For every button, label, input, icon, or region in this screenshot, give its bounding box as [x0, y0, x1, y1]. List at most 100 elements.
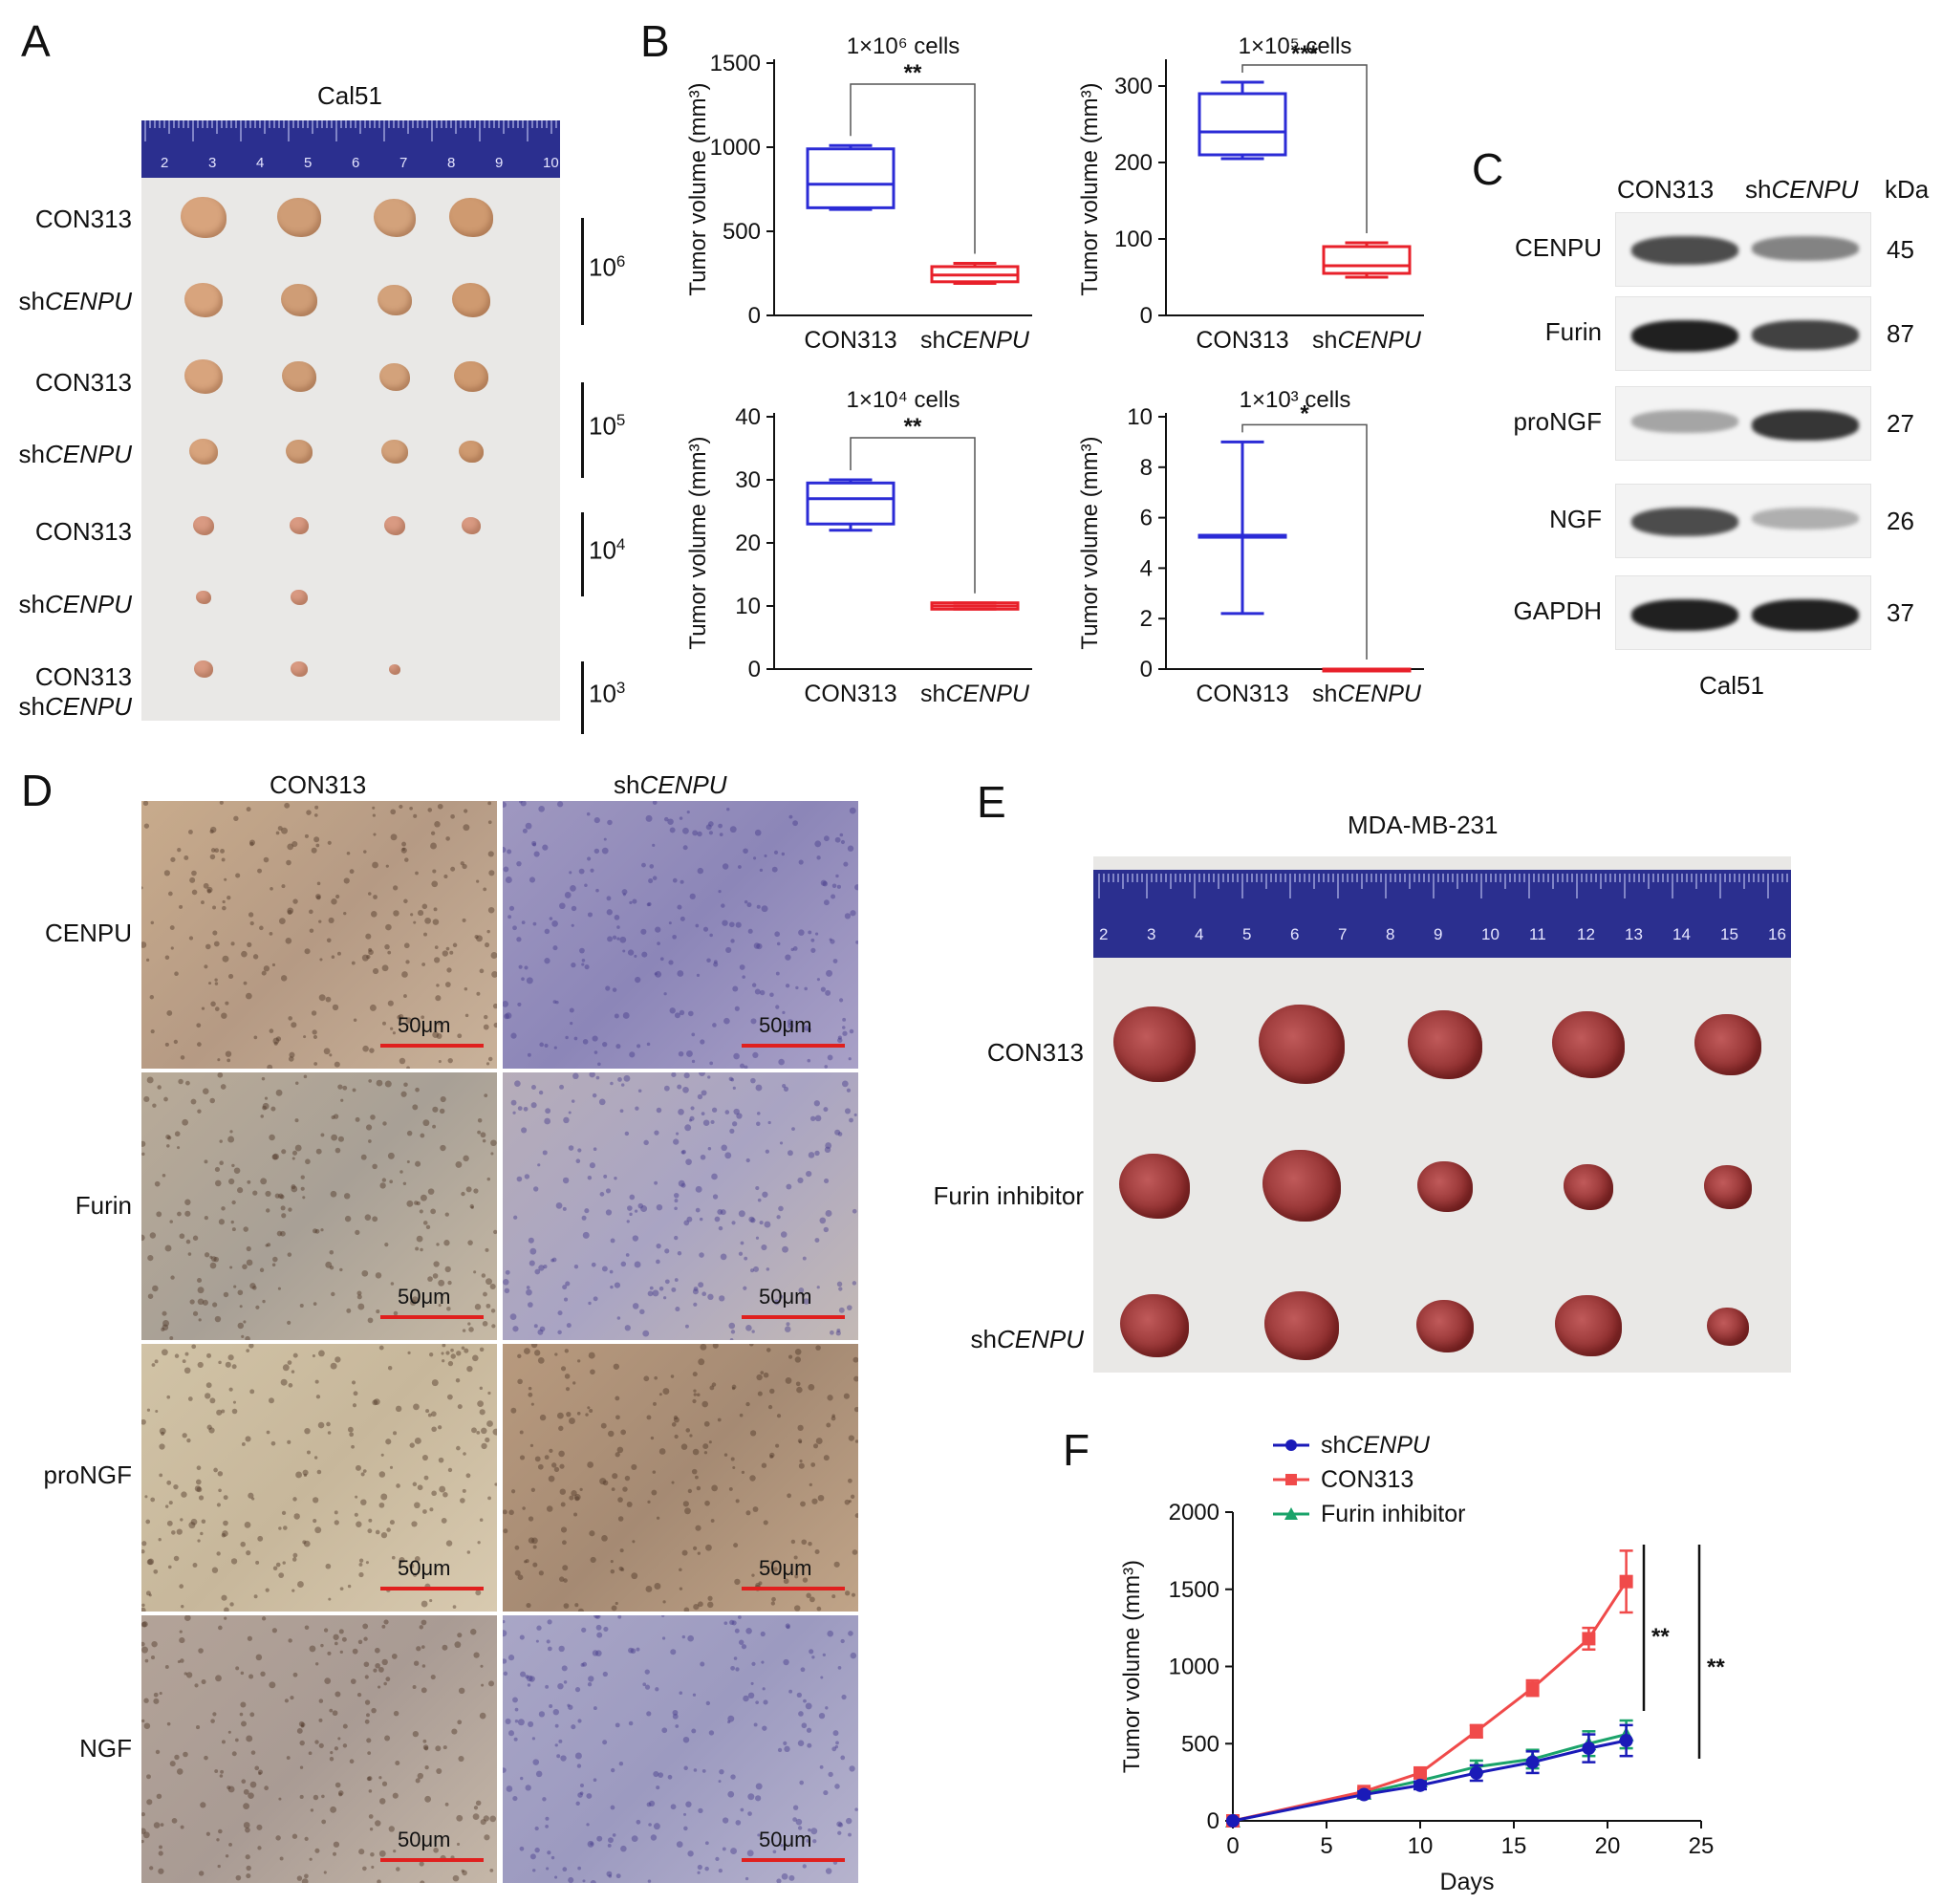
cell-nucleus: [463, 1155, 469, 1162]
cell-nucleus: [329, 1708, 334, 1713]
cell-nucleus: [240, 1701, 247, 1708]
cell-nucleus: [654, 972, 658, 976]
cell-nucleus: [262, 1102, 270, 1110]
label-text: CON313: [34, 368, 132, 397]
cell-nucleus: [711, 1484, 719, 1492]
cell-nucleus: [228, 1842, 232, 1847]
cell-nucleus: [620, 1083, 625, 1087]
cell-nucleus: [327, 840, 332, 845]
y-tick-label: 20: [735, 530, 761, 556]
cell-nucleus: [608, 1874, 613, 1878]
cell-nucleus: [607, 819, 613, 826]
cell-nucleus: [719, 1295, 725, 1302]
cell-nucleus: [539, 1414, 547, 1421]
cell-nucleus: [237, 1322, 245, 1330]
cell-nucleus: [313, 1062, 318, 1066]
cell-nucleus: [677, 970, 684, 977]
cell-nucleus: [849, 1765, 855, 1772]
blot-band: [1752, 508, 1859, 530]
cell-nucleus: [312, 1354, 315, 1358]
cell-nucleus: [514, 1080, 521, 1088]
cell-nucleus: [587, 1840, 594, 1848]
dose-base: 10: [589, 252, 616, 282]
cell-nucleus: [678, 1050, 684, 1057]
cell-nucleus: [514, 1707, 519, 1712]
cell-nucleus: [248, 1792, 254, 1799]
cell-nucleus: [733, 1543, 739, 1548]
y-tick-label: 0: [748, 657, 761, 682]
cell-nucleus: [457, 1720, 463, 1725]
cell-nucleus: [197, 1277, 203, 1284]
cell-nucleus: [505, 1718, 511, 1724]
cell-nucleus: [452, 1605, 457, 1610]
cell-nucleus: [635, 1106, 639, 1111]
cell-nucleus: [342, 1723, 348, 1729]
cell-nucleus: [473, 1188, 479, 1194]
cell-nucleus: [141, 1603, 145, 1608]
tumor-sample: [462, 517, 481, 534]
cell-nucleus: [413, 1660, 420, 1666]
cell-nucleus: [197, 1539, 201, 1543]
cell-nucleus: [532, 1869, 536, 1872]
tumor-sample: [1564, 1164, 1613, 1210]
cell-nucleus: [670, 1649, 677, 1655]
cell-nucleus: [690, 1106, 695, 1111]
cell-nucleus: [141, 1152, 145, 1157]
cell-nucleus: [542, 844, 549, 851]
cell-nucleus: [827, 1630, 834, 1637]
row-label-5: CON313: [35, 517, 132, 547]
legend-label-prefix: sh: [1321, 1432, 1346, 1459]
cell-nucleus: [289, 1051, 295, 1058]
cell-nucleus: [524, 1560, 528, 1564]
cell-nucleus: [757, 1833, 761, 1837]
cell-nucleus: [179, 1630, 183, 1634]
cell-nucleus: [413, 1572, 418, 1577]
y-tick-label: 6: [1140, 506, 1153, 531]
tumor-sample: [291, 661, 308, 678]
cell-nucleus: [315, 894, 321, 899]
cell-nucleus: [321, 1794, 325, 1799]
cell-nucleus: [794, 1605, 801, 1612]
cell-nucleus: [560, 1502, 566, 1507]
cell-nucleus: [806, 1727, 812, 1733]
cell-nucleus: [823, 1178, 830, 1184]
cell-nucleus: [299, 1303, 304, 1309]
cell-nucleus: [249, 1283, 256, 1289]
cell-nucleus: [216, 1503, 222, 1507]
ihc-texture: [141, 1615, 497, 1883]
cell-nucleus: [586, 1823, 590, 1827]
cell-nucleus: [387, 950, 392, 955]
cell-nucleus: [363, 850, 367, 854]
cell-nucleus: [788, 1689, 793, 1694]
cell-nucleus: [433, 1261, 440, 1267]
cell-nucleus: [217, 1058, 221, 1062]
cell-nucleus: [382, 1021, 386, 1026]
cell-nucleus: [442, 1745, 447, 1750]
cell-nucleus: [551, 920, 558, 927]
cell-nucleus: [579, 947, 585, 954]
cell-nucleus: [331, 1291, 335, 1297]
cell-nucleus: [278, 1526, 282, 1530]
cell-nucleus: [432, 919, 440, 925]
cell-nucleus: [593, 816, 600, 824]
cell-nucleus: [562, 1867, 568, 1872]
cell-nucleus: [698, 1358, 705, 1366]
cell-nucleus: [456, 1814, 464, 1822]
cell-nucleus: [771, 866, 778, 873]
cell-nucleus: [775, 1005, 780, 1009]
cell-nucleus: [356, 1290, 362, 1296]
cell-nucleus: [479, 1518, 484, 1522]
cell-nucleus: [522, 1506, 526, 1510]
cell-nucleus: [209, 1097, 215, 1104]
cell-nucleus: [342, 1085, 348, 1091]
cell-nucleus: [378, 1685, 381, 1689]
cell-nucleus: [421, 1015, 425, 1020]
cell-nucleus: [814, 932, 819, 936]
cell-nucleus: [356, 1294, 362, 1300]
cell-nucleus: [227, 1136, 235, 1143]
cell-nucleus: [814, 1150, 820, 1157]
cell-nucleus: [554, 1352, 558, 1356]
cell-nucleus: [169, 1220, 173, 1223]
cell-nucleus: [507, 849, 512, 855]
